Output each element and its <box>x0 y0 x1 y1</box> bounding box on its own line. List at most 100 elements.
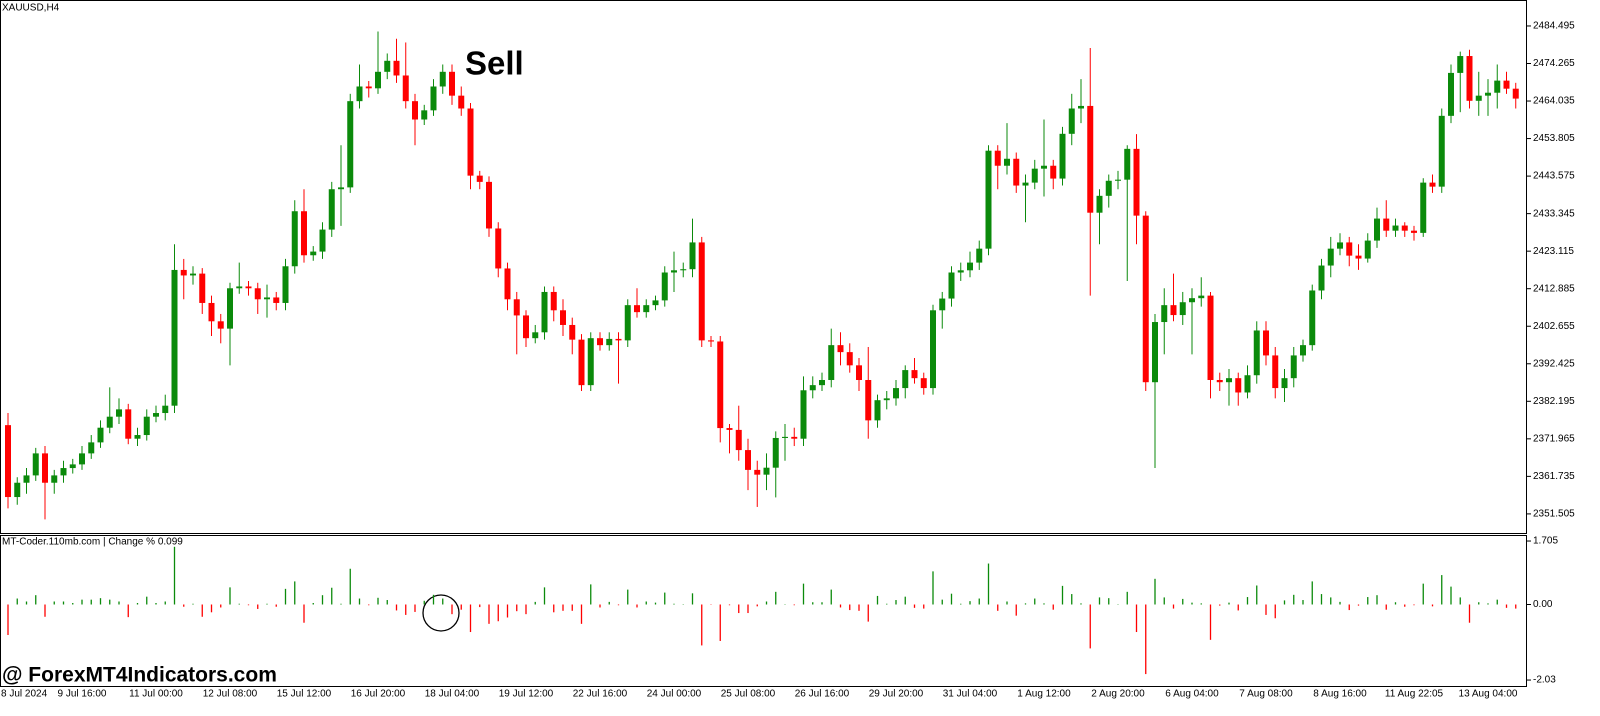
candle-body <box>1096 195 1103 213</box>
candle-body <box>624 305 631 341</box>
candle-body <box>1161 305 1168 323</box>
candle-body <box>1300 345 1306 356</box>
main-panel-frame <box>0 0 1527 534</box>
candle-body <box>634 305 640 313</box>
candle-body <box>1475 95 1482 101</box>
candle-body <box>680 269 687 271</box>
y-tick-label: 2484.495 <box>1533 21 1575 32</box>
candle-body <box>652 300 659 306</box>
candle-body <box>23 475 30 483</box>
candle-body <box>985 150 992 249</box>
candle-body <box>458 95 465 109</box>
candle-body <box>957 270 964 273</box>
y-tick-label: 2371.965 <box>1533 433 1575 444</box>
candle-body <box>1170 305 1177 316</box>
candle-body <box>5 425 11 498</box>
candle-body <box>384 60 391 72</box>
symbol-label: XAUUSD,H4 <box>2 3 60 14</box>
candle-body <box>587 338 594 386</box>
y-tick-label: 2423.115 <box>1533 246 1574 257</box>
x-tick-label: 8 Aug 16:00 <box>1313 689 1367 700</box>
y-tick-label: 2474.265 <box>1533 58 1575 69</box>
candle-body <box>162 405 169 414</box>
candle-body <box>819 380 825 386</box>
candle-body <box>356 86 363 102</box>
x-tick-label: 26 Jul 16:00 <box>795 689 850 700</box>
candle-body <box>717 341 724 429</box>
y-tick-label: 2443.575 <box>1533 171 1575 182</box>
candle-body <box>236 286 243 289</box>
candle-body <box>282 266 289 303</box>
candle-body <box>319 229 326 252</box>
candle-body <box>939 298 946 311</box>
x-tick-label: 7 Aug 08:00 <box>1239 689 1293 700</box>
candle-body <box>837 345 844 353</box>
x-tick-label: 31 Jul 04:00 <box>943 689 998 700</box>
candle-body <box>264 297 270 300</box>
candle-body <box>1013 158 1020 186</box>
candle-body <box>106 416 113 428</box>
x-tick-label: 13 Aug 04:00 <box>1459 689 1518 700</box>
candle-body <box>930 310 936 389</box>
watermark: @ ForexMT4Indicators.com <box>2 664 277 687</box>
candle-body <box>439 71 446 87</box>
candle-body <box>708 340 714 342</box>
candle-body <box>143 416 150 436</box>
x-tick-label: 2 Aug 20:00 <box>1091 689 1145 700</box>
candle-body <box>1420 182 1427 233</box>
candle-body <box>1503 80 1510 89</box>
y-tick-label: 2433.345 <box>1533 208 1575 219</box>
candle-body <box>347 101 354 188</box>
candle-body <box>1133 148 1140 216</box>
x-tick-label: 11 Aug 22:05 <box>1385 689 1444 700</box>
candle-body <box>698 242 705 341</box>
candle-body <box>948 272 955 299</box>
candle-body <box>1189 298 1195 303</box>
candle-body <box>301 211 307 256</box>
candle-body <box>338 187 344 190</box>
y-tick-label: 2464.035 <box>1533 96 1575 107</box>
candle-body <box>1327 248 1334 266</box>
candle-body <box>1512 88 1519 99</box>
candle-body <box>911 370 918 379</box>
candle-body <box>486 181 492 229</box>
candle-body <box>1216 380 1223 383</box>
x-tick-label: 11 Jul 00:00 <box>129 689 183 700</box>
x-tick-label: 9 Jul 16:00 <box>58 689 107 700</box>
candle-body <box>1346 242 1353 256</box>
candle-body <box>467 108 474 176</box>
x-tick-label: 1 Aug 12:00 <box>1017 689 1071 700</box>
candle-body <box>1179 302 1186 316</box>
candle-body <box>541 291 548 333</box>
y-tick-label: 2402.655 <box>1533 321 1575 332</box>
candle-body <box>1226 378 1232 383</box>
candle-body <box>893 388 899 399</box>
candle-body <box>1253 330 1260 376</box>
candle-body <box>643 305 650 313</box>
candle-body <box>1004 158 1010 166</box>
candle-body <box>79 453 85 465</box>
candle-body <box>513 299 520 316</box>
candle-body <box>772 437 779 468</box>
candle-body <box>310 251 317 256</box>
candle-body <box>199 273 206 303</box>
candle-body <box>14 482 21 498</box>
candle-body <box>97 427 104 443</box>
candle-body <box>1272 355 1279 389</box>
candle-body <box>254 288 261 300</box>
candle-body <box>125 409 132 439</box>
candle-body <box>1198 295 1205 299</box>
candle-body <box>227 288 233 329</box>
candle-body <box>1457 56 1464 73</box>
candle-body <box>661 272 668 301</box>
candle-body <box>134 435 141 439</box>
y-tick-label: 2351.505 <box>1533 509 1575 520</box>
candle-body <box>1290 355 1297 379</box>
candle-body <box>1364 240 1371 259</box>
x-tick-label: 12 Jul 08:00 <box>203 689 258 700</box>
candle-body <box>1022 182 1029 186</box>
candle-body <box>1078 105 1084 109</box>
candle-body <box>569 324 576 340</box>
candle-body <box>994 150 1001 166</box>
x-tick-label: 29 Jul 20:00 <box>869 689 924 700</box>
